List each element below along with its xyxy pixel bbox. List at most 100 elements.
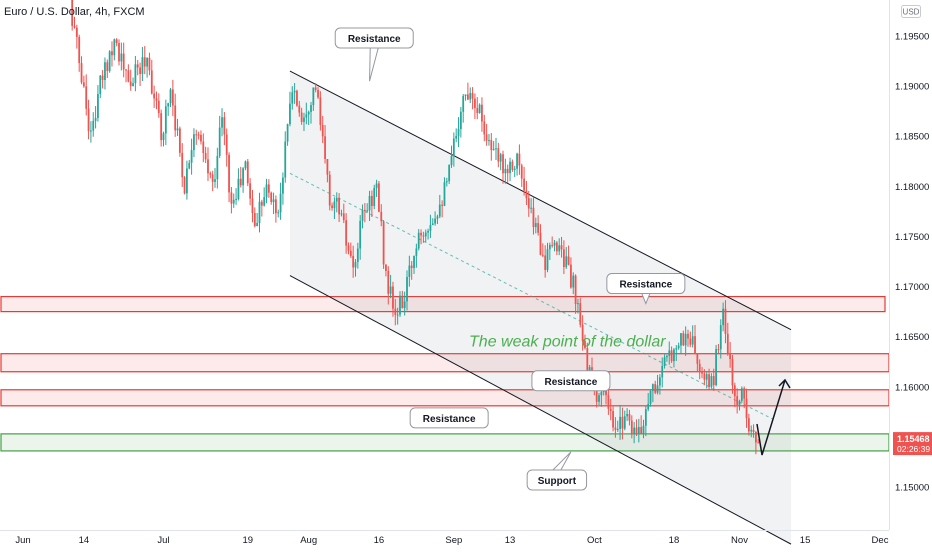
- candle-body: [673, 349, 675, 362]
- candle-body: [527, 198, 530, 209]
- candle-body: [368, 195, 371, 211]
- candle-body: [235, 198, 237, 200]
- price-tick-label: 1.16000: [895, 382, 929, 393]
- candle-body: [581, 324, 584, 342]
- candle-body: [314, 87, 317, 90]
- candle-body: [499, 154, 502, 162]
- candle-body: [696, 353, 699, 364]
- candle-body: [757, 442, 760, 444]
- candle-body: [637, 427, 640, 435]
- candle-body: [361, 209, 364, 221]
- candle-body: [483, 121, 486, 135]
- candle-body: [577, 303, 579, 305]
- candle-body: [258, 201, 261, 223]
- candle-body: [658, 377, 661, 386]
- candle-body: [291, 92, 294, 104]
- candle-body: [286, 124, 289, 142]
- candle-body: [312, 87, 315, 106]
- annotations: Resistance Resistance Resistance Resistance…: [334, 27, 791, 491]
- candle-body: [80, 63, 83, 83]
- candle-body: [174, 105, 177, 131]
- channel-fill: [289, 71, 792, 545]
- candle-body: [420, 232, 422, 236]
- candle-body: [146, 57, 149, 67]
- label-tail: [551, 451, 572, 471]
- candle-body: [249, 183, 252, 199]
- candle-body: [232, 199, 235, 204]
- candle-body: [572, 275, 575, 288]
- candle-body: [516, 153, 518, 169]
- candle-body: [354, 262, 357, 268]
- candle-body: [434, 218, 437, 224]
- candle-body: [691, 336, 694, 345]
- candle-body: [703, 373, 706, 380]
- candle-body: [747, 418, 750, 432]
- candle-body: [525, 190, 528, 199]
- price-tick-label: 1.19000: [895, 82, 929, 93]
- candle-body: [616, 429, 619, 431]
- candle-body: [272, 199, 275, 203]
- candle-body: [511, 161, 514, 170]
- candle-body: [680, 333, 682, 346]
- candle-body: [647, 403, 650, 410]
- price-axis[interactable]: 1.19500 1.19000 1.18500 1.18000 1.17500 1.170…: [895, 32, 929, 494]
- candle-body: [406, 276, 408, 302]
- countdown-value: 02:26:39: [897, 444, 930, 454]
- candle-body: [359, 220, 362, 249]
- candle-body: [333, 201, 336, 209]
- candle-body: [719, 325, 722, 350]
- candle-body: [195, 134, 198, 136]
- candle-body: [300, 112, 303, 122]
- descending-channel: [289, 70, 792, 545]
- time-tick-label: Jun: [15, 535, 30, 546]
- candle-body: [340, 213, 343, 215]
- candle-body: [438, 204, 441, 217]
- candle-body: [436, 216, 439, 219]
- candle-body: [296, 90, 298, 106]
- time-tick-label: 18: [669, 535, 680, 546]
- chart-title: Euro / U.S. Dollar, 4h, FXCM: [4, 6, 145, 18]
- candle-body: [523, 178, 525, 191]
- candle-body: [99, 75, 102, 94]
- candle-body: [717, 349, 720, 351]
- candle-body: [506, 168, 509, 174]
- candle-body: [623, 416, 626, 429]
- candle-body: [204, 152, 207, 160]
- candle-body: [520, 165, 523, 179]
- candle-body: [698, 363, 701, 372]
- candle-body: [270, 192, 273, 203]
- candle-body: [471, 93, 474, 99]
- candle-body: [90, 130, 92, 132]
- candle-body: [251, 198, 254, 214]
- candle-body: [171, 89, 174, 106]
- candle-body: [565, 256, 568, 268]
- candle-body: [733, 385, 736, 397]
- currency-badge[interactable]: USD: [901, 5, 921, 18]
- candle-body: [668, 350, 671, 356]
- candle-body: [122, 53, 125, 70]
- candle-body: [424, 232, 427, 237]
- candle-body: [347, 245, 350, 251]
- candle-body: [326, 159, 329, 175]
- weak-point-callout: The weak point of the dollar: [469, 334, 666, 351]
- projection-arrow: [756, 379, 786, 456]
- candle-body: [375, 183, 378, 188]
- resistance-label-box: [334, 27, 414, 49]
- candle-body: [338, 197, 341, 215]
- candle-body: [260, 201, 263, 206]
- label-tail: [369, 47, 379, 82]
- candle-body: [87, 108, 90, 132]
- candle-body: [614, 427, 617, 430]
- channel-lower-line: [289, 275, 792, 545]
- candle-body: [574, 275, 577, 304]
- candle-body: [75, 27, 78, 37]
- price-tick-label: 1.15000: [895, 483, 929, 494]
- candle-body: [136, 64, 139, 68]
- candle-body: [689, 338, 692, 345]
- candle-body: [106, 62, 109, 72]
- candle-body: [352, 255, 355, 268]
- resistance-label: Resistance: [545, 377, 598, 388]
- time-axis[interactable]: Jun 14 Jul 19 Aug 16 Sep 13 Oct 18 Nov 15 Dec: [15, 535, 888, 546]
